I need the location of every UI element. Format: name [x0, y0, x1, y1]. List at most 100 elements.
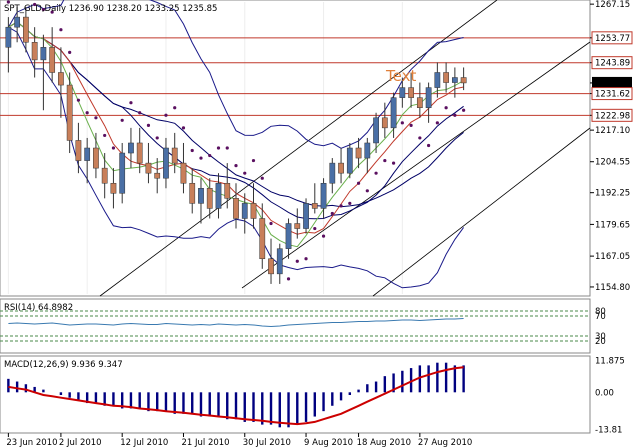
macd-bar [68, 392, 71, 398]
candle [416, 82, 423, 118]
candle-body [303, 203, 309, 229]
candle-body [399, 87, 406, 98]
current-price-box [592, 76, 632, 89]
sar-dot [269, 221, 273, 226]
candle [259, 203, 266, 269]
candle-body [66, 84, 73, 141]
macd-axis: 11.875 0.00 -13.81 [595, 356, 625, 435]
sar-dot [260, 176, 264, 180]
macd-bar [383, 376, 387, 393]
sar-dot [427, 143, 431, 148]
sar-dot [50, 10, 54, 14]
price-tick-label: 1167.05 [595, 252, 630, 262]
rsi-panel[interactable] [0, 298, 591, 354]
candle-body [320, 182, 327, 209]
candle [294, 208, 301, 239]
sar-dot [173, 106, 177, 110]
sar-dot [208, 153, 212, 158]
candle-body [408, 87, 414, 98]
candle-body [93, 147, 99, 169]
macd-bar [366, 384, 369, 393]
sar-dot [216, 146, 221, 150]
sar-dot [400, 121, 404, 125]
sar-dot [33, 2, 37, 7]
macd-bar [138, 392, 141, 409]
date-tick-label: 27 Aug 2010 [418, 438, 472, 448]
sar-dot [418, 136, 422, 140]
candle-body [250, 203, 257, 219]
macd-bar [418, 365, 422, 393]
macd-bar [94, 392, 98, 404]
macd-bar [427, 365, 430, 393]
candle-body [329, 162, 336, 184]
price-tick-label: 1154.80 [595, 283, 630, 293]
candle [58, 47, 64, 118]
trend-channel-lines [99, 0, 591, 297]
price-tick-label: 1231.62 [595, 90, 630, 100]
sar-dot [243, 171, 247, 175]
chart-annotation[interactable]: Text [385, 67, 416, 85]
date-tick-label: 9 Aug 2010 [304, 438, 353, 448]
candle-body [443, 72, 449, 83]
macd-bar [85, 392, 89, 404]
candle [285, 218, 292, 259]
candle-body [180, 162, 187, 184]
candle [206, 178, 213, 219]
candle [84, 137, 91, 184]
candle-body [416, 97, 423, 108]
sar-dot [383, 158, 387, 163]
sar-dot [225, 146, 229, 150]
candle [154, 158, 161, 194]
macd-bar [33, 386, 36, 393]
macd-histogram [7, 362, 465, 428]
macd-bar [348, 392, 352, 395]
macd-bar [77, 392, 80, 401]
candle-body [189, 182, 196, 204]
sar-dot [409, 123, 413, 127]
rsi-line [8, 318, 464, 328]
price-tick-label: 1204.55 [595, 158, 630, 168]
sar-dot [190, 148, 194, 153]
sar-dot [462, 108, 466, 112]
sar-dot [164, 113, 168, 117]
candle-body [434, 72, 441, 88]
sar-dot [453, 113, 457, 117]
candle [338, 148, 344, 184]
candle-body [163, 147, 169, 179]
candle-body [285, 223, 292, 249]
sar-dot [234, 164, 238, 168]
candle [49, 27, 56, 83]
candle-body [215, 182, 222, 209]
sar-dot [155, 136, 159, 140]
candle [145, 142, 152, 184]
price-panel-header: SPT_GLD,Daily 1236.90 1238.20 1233.25 12… [4, 4, 217, 14]
level-price-box [591, 87, 633, 101]
candle-body [101, 167, 108, 184]
candle [66, 72, 73, 154]
macd-panel[interactable] [0, 355, 591, 434]
date-tick-label: 23 Jun 2010 [6, 438, 57, 448]
sar-dot [138, 111, 142, 115]
candle [276, 243, 283, 284]
candle [5, 17, 12, 73]
macd-bar [156, 392, 159, 412]
level-price-box [591, 31, 633, 45]
rsi-tick-label: 80 [595, 307, 606, 317]
sar-dot [68, 50, 72, 54]
candle [268, 238, 274, 284]
date-tick-label: 21 Jul 2010 [181, 438, 229, 448]
candle-body [198, 188, 204, 204]
candle-body [23, 16, 29, 43]
sar-dot [365, 189, 369, 193]
sar-dot [251, 158, 256, 163]
candle [364, 137, 371, 174]
sar-dot [103, 133, 107, 138]
candle [329, 158, 336, 194]
candle-body [206, 188, 213, 209]
price-tick-label: 1179.65 [595, 220, 630, 230]
candle [31, 27, 38, 78]
sar-dot [120, 118, 124, 122]
macd-bar [199, 392, 203, 417]
